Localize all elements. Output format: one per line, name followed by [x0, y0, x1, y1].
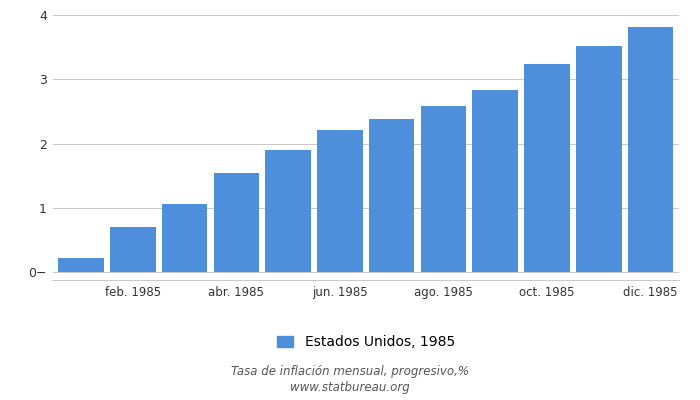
Bar	[265, 150, 311, 272]
Bar	[214, 173, 259, 272]
Bar	[162, 204, 207, 272]
Bar	[110, 227, 155, 272]
Bar	[473, 90, 518, 272]
Bar	[524, 64, 570, 272]
Text: www.statbureau.org: www.statbureau.org	[290, 382, 410, 394]
Bar	[628, 28, 673, 272]
Bar	[421, 106, 466, 272]
Text: Tasa de inflación mensual, progresivo,%: Tasa de inflación mensual, progresivo,%	[231, 365, 469, 378]
Legend: Estados Unidos, 1985: Estados Unidos, 1985	[276, 335, 455, 349]
Bar	[317, 130, 363, 272]
Bar	[58, 258, 104, 272]
Bar	[576, 46, 622, 272]
Bar	[369, 119, 414, 272]
